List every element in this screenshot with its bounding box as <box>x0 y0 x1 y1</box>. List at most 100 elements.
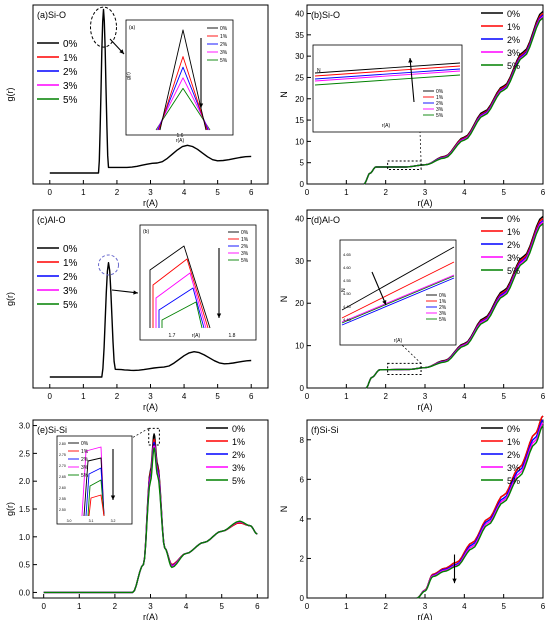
inset-legend-label: 3% <box>436 107 444 113</box>
x-tick-label: 3 <box>423 602 428 611</box>
inset-legend-label: 2% <box>436 101 444 107</box>
inset-legend-label: 2% <box>220 42 228 48</box>
y-tick-label: 0 <box>300 594 305 603</box>
inset-y-tick-label: 2.70 <box>59 464 66 468</box>
inset-x-tick-label: 1.8 <box>229 333 236 339</box>
panel-title: (a)Si-O <box>37 10 66 20</box>
inset-legend-label: 0% <box>439 293 447 299</box>
inset-legend-label: 5% <box>220 58 228 64</box>
inset-series-line <box>341 274 455 323</box>
inset-legend-label: 1% <box>241 237 249 243</box>
panel-a: 0 1 2 3 4 5 6r(A)g(r)(a)Si-O0%1%2%3%5%(a)1.6r(… <box>5 4 269 208</box>
x-axis-label: r(A) <box>143 402 158 412</box>
series-line-0pct <box>416 415 544 599</box>
inset-legend-label: 3% <box>241 251 249 257</box>
inset-legend-label: 0% <box>436 89 444 95</box>
inset-peak-line <box>157 66 209 131</box>
legend-label: 1% <box>63 53 78 64</box>
inset-peak-line <box>85 467 105 517</box>
inset-y-tick-label: 2.60 <box>59 486 66 490</box>
y-tick-label: 25 <box>295 73 304 82</box>
inset-y-tick-label: 2.55 <box>59 497 66 501</box>
inset-peak-line <box>161 301 203 329</box>
inset-series-line <box>314 62 461 74</box>
legend-label: 5% <box>507 266 520 276</box>
panel-title: (c)Al-O <box>37 215 66 225</box>
inset-peak-line <box>158 287 205 329</box>
y-tick-label: 35 <box>295 31 304 40</box>
x-tick-label: 0 <box>305 602 310 611</box>
inset-legend-label: 2% <box>241 244 249 250</box>
zoom-marker <box>387 160 422 171</box>
inset-y-tick-label: 2.65 <box>59 475 66 479</box>
series-line-1pct <box>416 415 544 599</box>
zoom-marker <box>148 427 160 446</box>
inset-y-tick-label: 4.60 <box>343 265 352 270</box>
y-tick-label: 40 <box>295 214 304 223</box>
series-line-0pct <box>49 262 252 378</box>
inset-trend-arrow-head <box>110 495 116 500</box>
x-tick-label: 4 <box>462 392 467 401</box>
inset-x-tick-label: 1.7 <box>169 333 176 339</box>
x-axis-label: r(A) <box>418 198 433 208</box>
legend-label: 5% <box>507 476 520 486</box>
x-tick-label: 5 <box>501 602 506 611</box>
inset-legend-label: 2% <box>439 305 447 311</box>
inset-trend-arrow-head <box>408 58 413 63</box>
inset-peak-line <box>88 494 105 517</box>
y-tick-label: 20 <box>295 95 304 104</box>
inset-y-tick-label: 4.45 <box>343 304 352 309</box>
x-tick-label: 6 <box>249 392 254 401</box>
inset-y-tick-label: 4.65 <box>343 252 352 257</box>
y-tick-label: 3.0 <box>19 422 31 431</box>
inset-x-tick-label: 3.2 <box>111 519 116 523</box>
x-tick-label: 1 <box>77 602 82 611</box>
inset-legend-label: 3% <box>220 50 228 56</box>
x-tick-label: 3 <box>148 392 153 401</box>
zoom-arrow-head <box>119 49 124 54</box>
inset-x-tick-label: 3.0 <box>67 519 72 523</box>
inset-frame <box>56 435 133 525</box>
panel-title: (d)Al-O <box>311 215 340 225</box>
legend-label: 3% <box>63 286 78 297</box>
series-line-3pct <box>416 422 544 599</box>
y-tick-label: 8 <box>300 436 305 445</box>
inset-y-axis-label: N <box>317 68 321 74</box>
legend-label: 0% <box>507 9 520 19</box>
y-tick-label: 0.5 <box>19 561 31 570</box>
x-tick-label: 4 <box>184 602 189 611</box>
inset-legend-label: 1% <box>81 449 89 455</box>
y-tick-label: 2 <box>300 554 305 563</box>
y-tick-label: 40 <box>295 10 304 19</box>
y-tick-label: 10 <box>295 137 304 146</box>
inset-series-line <box>341 246 455 311</box>
inset-frame <box>312 44 463 133</box>
inset-label: (b) <box>143 229 149 235</box>
legend-label: 2% <box>507 450 520 460</box>
legend-label: 1% <box>232 437 245 447</box>
y-tick-label: 20 <box>295 299 304 308</box>
x-tick-label: 2 <box>115 188 120 197</box>
zoom-marker <box>90 6 117 48</box>
x-tick-label: 3 <box>148 188 153 197</box>
y-tick-label: 5 <box>300 159 305 168</box>
y-tick-label: 0.0 <box>19 588 31 597</box>
x-tick-label: 4 <box>182 392 187 401</box>
inset-legend-label: 5% <box>81 473 89 479</box>
x-tick-label: 2 <box>115 392 120 401</box>
zoom-connector <box>419 131 422 161</box>
x-axis-label: r(A) <box>143 612 158 620</box>
y-axis-label: g(r) <box>5 502 15 516</box>
y-axis-label: N <box>279 506 289 513</box>
x-tick-label: 3 <box>148 602 153 611</box>
x-tick-label: 1 <box>344 602 349 611</box>
x-tick-label: 1 <box>344 392 349 401</box>
x-axis-label: r(A) <box>143 198 158 208</box>
y-tick-label: 30 <box>295 52 304 61</box>
inset-legend-label: 5% <box>439 317 447 323</box>
trend-arrow-head <box>452 578 457 584</box>
inset-y-tick-label: 4.50 <box>343 291 352 296</box>
